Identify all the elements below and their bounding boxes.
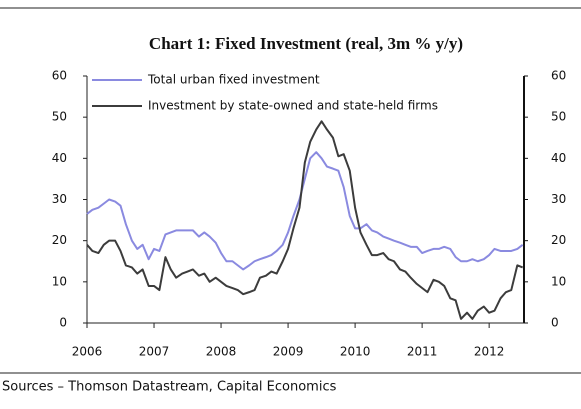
x-tick-label: 2011 bbox=[407, 345, 438, 359]
x-tick-label: 2008 bbox=[206, 345, 237, 359]
x-tick-label: 2007 bbox=[139, 345, 170, 359]
y2-tick-label: 40 bbox=[551, 151, 566, 165]
y2-tick-label: 30 bbox=[551, 192, 566, 206]
y-tick-label: 40 bbox=[52, 151, 67, 165]
y-tick-label: 50 bbox=[52, 110, 67, 124]
chart-title: Chart 1: Fixed Investment (real, 3m % y/… bbox=[149, 34, 463, 53]
y-tick-label: 0 bbox=[59, 316, 67, 330]
series-line bbox=[86, 151, 524, 271]
source: Sources – Thomson Datastream, Capital Ec… bbox=[2, 380, 337, 395]
y-tick-label: 30 bbox=[52, 192, 67, 206]
y2-tick-label: 0 bbox=[551, 316, 559, 330]
x-tick-label: 2009 bbox=[273, 345, 304, 359]
series-line bbox=[86, 120, 524, 320]
legend-label: Investment by state-owned and state-held… bbox=[148, 99, 438, 113]
y2-tick-label: 20 bbox=[551, 233, 566, 247]
y2-tick-label: 60 bbox=[551, 69, 566, 83]
y-tick-label: 20 bbox=[52, 233, 67, 247]
y2-tick-label: 50 bbox=[551, 110, 566, 124]
x-tick-label: 2010 bbox=[340, 345, 371, 359]
y-tick-label: 10 bbox=[52, 274, 67, 288]
y-tick-label: 60 bbox=[52, 69, 67, 83]
x-tick-label: 2012 bbox=[474, 345, 505, 359]
legend-label: Total urban fixed investment bbox=[147, 73, 320, 87]
x-tick-label: 2006 bbox=[72, 345, 103, 359]
y2-tick-label: 10 bbox=[551, 274, 566, 288]
